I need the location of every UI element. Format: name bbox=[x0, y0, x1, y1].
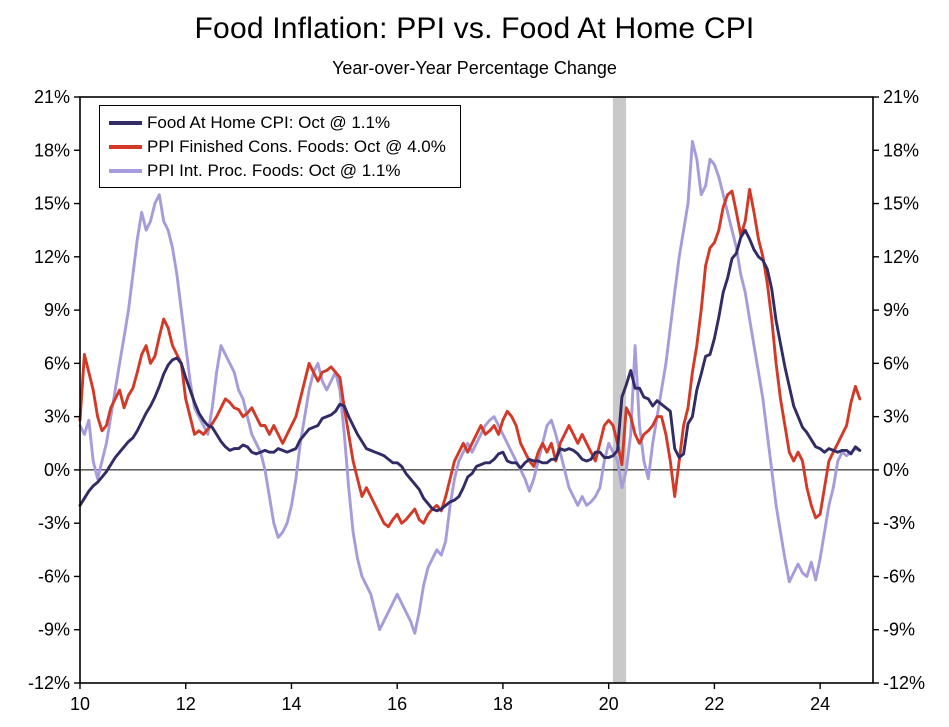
y-axis-label-left: 12% bbox=[34, 247, 70, 267]
x-axis-label: 24 bbox=[810, 694, 830, 714]
y-axis-label-left: 3% bbox=[44, 407, 70, 427]
y-axis-label-left: 6% bbox=[44, 353, 70, 373]
y-axis-label-right: -6% bbox=[883, 566, 915, 586]
legend-item-ppi-intermediate: PPI Int. Proc. Foods: Oct @ 1.1% bbox=[109, 160, 446, 181]
y-axis-label-left: -12% bbox=[28, 673, 70, 693]
y-axis-label-right: 0% bbox=[883, 460, 909, 480]
legend-swatch-ppi-finished bbox=[109, 144, 142, 149]
y-axis-label-left: -9% bbox=[38, 620, 70, 640]
plot-border bbox=[79, 96, 874, 684]
y-axis-label-right: 6% bbox=[883, 353, 909, 373]
x-axis-label: 22 bbox=[704, 694, 724, 714]
recession-band bbox=[612, 97, 627, 683]
x-axis-label: 10 bbox=[70, 694, 90, 714]
y-axis-label-left: 15% bbox=[34, 194, 70, 214]
x-axis-label: 18 bbox=[493, 694, 513, 714]
y-axis-label-left: 18% bbox=[34, 140, 70, 160]
y-axis-label-right: 9% bbox=[883, 300, 909, 320]
x-axis-label: 14 bbox=[281, 694, 301, 714]
y-axis-label-left: 21% bbox=[34, 87, 70, 107]
y-axis-label-left: -3% bbox=[38, 513, 70, 533]
y-axis-label-right: 12% bbox=[883, 247, 919, 267]
series-line-food-at-home-cpi bbox=[78, 228, 862, 513]
legend-label-ppi-intermediate: PPI Int. Proc. Foods: Oct @ 1.1% bbox=[147, 161, 401, 180]
y-axis-label-right: -3% bbox=[883, 513, 915, 533]
legend-label-ppi-finished: PPI Finished Cons. Foods: Oct @ 4.0% bbox=[147, 137, 446, 156]
legend-item-cpi: Food At Home CPI: Oct @ 1.1% bbox=[109, 112, 446, 133]
y-axis-label-right: -9% bbox=[883, 620, 915, 640]
y-axis-label-right: 21% bbox=[883, 87, 919, 107]
y-axis-label-right: 18% bbox=[883, 140, 919, 160]
y-axis-label-right: 15% bbox=[883, 194, 919, 214]
y-axis-label-left: 0% bbox=[44, 460, 70, 480]
legend: Food At Home CPI: Oct @ 1.1% PPI Finishe… bbox=[99, 105, 461, 188]
y-axis-label-left: 9% bbox=[44, 300, 70, 320]
legend-item-ppi-finished: PPI Finished Cons. Foods: Oct @ 4.0% bbox=[109, 136, 446, 157]
y-axis-label-right: 3% bbox=[883, 407, 909, 427]
chart-subtitle: Year-over-Year Percentage Change bbox=[332, 58, 617, 78]
legend-swatch-cpi bbox=[109, 120, 142, 125]
series-line-ppi-int-proc-foods bbox=[78, 139, 862, 635]
x-axis-label: 12 bbox=[176, 694, 196, 714]
legend-swatch-ppi-intermediate bbox=[109, 168, 142, 173]
legend-label-cpi: Food At Home CPI: Oct @ 1.1% bbox=[147, 113, 391, 132]
y-axis-label-left: -6% bbox=[38, 566, 70, 586]
y-axis-label-right: -12% bbox=[883, 673, 925, 693]
chart-title: Food Inflation: PPI vs. Food At Home CPI bbox=[194, 12, 755, 45]
x-axis-label: 20 bbox=[599, 694, 619, 714]
x-axis-label: 16 bbox=[387, 694, 407, 714]
